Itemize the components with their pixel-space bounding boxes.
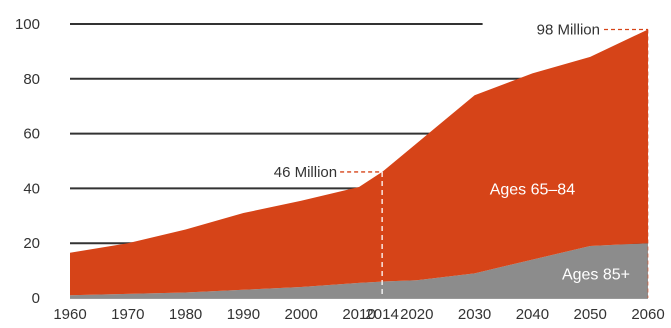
y-tick-label-40: 40 — [23, 180, 40, 197]
series-label-ages-85: Ages 85+ — [562, 266, 630, 283]
x-tick-label-1990: 1990 — [227, 306, 260, 323]
x-tick-label-2020: 2020 — [400, 306, 433, 323]
plot-areas — [70, 29, 648, 298]
y-tick-label-0: 0 — [32, 290, 40, 307]
annotation-label-2060: 98 Million — [537, 21, 600, 38]
y-tick-label-20: 20 — [23, 235, 40, 252]
annotations: 46 Million 98 Million — [274, 21, 649, 298]
series-label-ages-65-84: Ages 65–84 — [490, 181, 576, 198]
y-axis-ticks: 0 20 40 60 80 100 — [15, 16, 40, 307]
x-tick-label-2014: 2014 — [365, 306, 398, 323]
area-ages-85 — [70, 243, 648, 298]
x-tick-label-2010: 2010 — [342, 306, 375, 323]
y-tick-label-100: 100 — [15, 16, 40, 33]
annotation-label-2014: 46 Million — [274, 164, 337, 181]
x-tick-label-2040: 2040 — [516, 306, 549, 323]
x-tick-label-2060: 2060 — [631, 306, 664, 323]
x-tick-label-1960: 1960 — [53, 306, 86, 323]
x-tick-label-2000: 2000 — [285, 306, 318, 323]
series-labels: Ages 65–84 Ages 85+ — [490, 181, 630, 283]
x-tick-label-1980: 1980 — [169, 306, 202, 323]
y-tick-label-80: 80 — [23, 71, 40, 88]
y-tick-label-60: 60 — [23, 126, 40, 143]
x-tick-label-1970: 1970 — [111, 306, 144, 323]
x-tick-label-2030: 2030 — [458, 306, 491, 323]
area-ages-65-84 — [70, 29, 648, 296]
x-tick-label-2050: 2050 — [574, 306, 607, 323]
